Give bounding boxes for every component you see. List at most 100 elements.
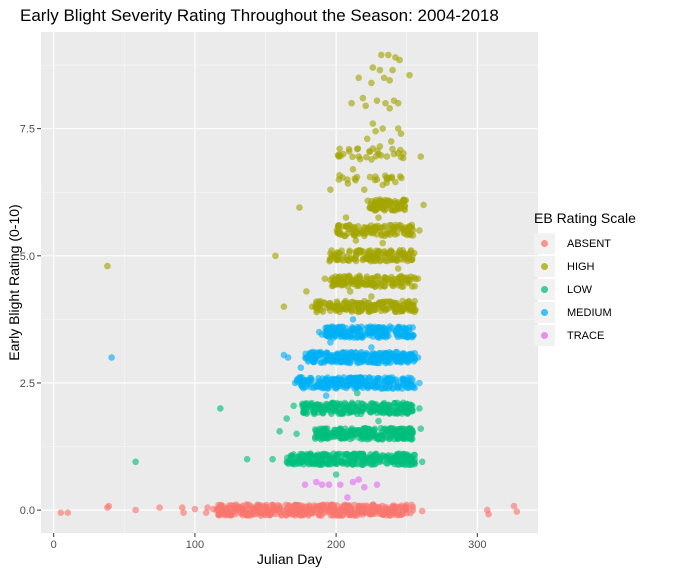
data-point	[368, 79, 375, 87]
data-point	[416, 405, 423, 412]
data-point	[382, 328, 390, 335]
data-point	[304, 455, 311, 463]
data-point	[510, 502, 518, 510]
data-point	[400, 205, 408, 212]
data-point	[391, 301, 399, 308]
data-point	[375, 150, 382, 158]
data-point	[324, 329, 331, 336]
data-point	[290, 402, 298, 410]
data-point	[388, 452, 395, 460]
data-point	[344, 494, 351, 501]
legend-label: ABSENT	[567, 237, 612, 250]
data-point	[305, 460, 313, 468]
data-point	[375, 381, 382, 388]
data-point	[312, 298, 320, 306]
data-point	[414, 354, 422, 361]
data-point	[384, 230, 392, 238]
data-point	[331, 381, 338, 388]
data-point	[416, 379, 423, 387]
data-point	[363, 153, 370, 161]
data-point	[346, 249, 353, 256]
data-point	[344, 460, 352, 467]
data-point	[402, 426, 409, 434]
data-point	[364, 505, 372, 512]
data-point	[416, 227, 423, 234]
data-point	[202, 509, 210, 516]
data-point	[366, 204, 373, 212]
data-point	[407, 303, 415, 310]
data-point	[368, 510, 376, 518]
data-point	[367, 228, 374, 235]
data-point	[385, 51, 392, 59]
data-point	[367, 400, 375, 408]
data-point	[345, 509, 353, 517]
data-point	[366, 375, 373, 382]
data-point	[366, 427, 374, 435]
data-point	[373, 450, 380, 458]
data-point	[277, 511, 285, 518]
data-point	[411, 283, 419, 290]
data-point	[400, 403, 407, 411]
data-point	[379, 277, 387, 285]
data-point	[335, 353, 342, 360]
data-point	[394, 382, 402, 389]
data-point	[57, 509, 65, 516]
data-point	[335, 176, 343, 183]
data-point	[346, 288, 354, 295]
data-point	[297, 364, 305, 372]
data-point	[383, 176, 391, 183]
data-point	[341, 232, 349, 240]
data-point	[312, 353, 320, 361]
data-point	[398, 460, 406, 467]
y-tick-label: 0.0	[20, 505, 35, 517]
data-point	[309, 510, 316, 517]
data-point	[290, 503, 298, 511]
data-point	[329, 354, 337, 362]
y-tick-label: 7.5	[20, 124, 35, 136]
data-point	[296, 204, 303, 211]
data-point	[352, 177, 359, 184]
data-point	[332, 426, 339, 434]
chart-title: Early Blight Severity Rating Throughout …	[20, 6, 499, 25]
data-point	[372, 456, 380, 464]
data-point	[410, 451, 418, 459]
data-point	[272, 252, 279, 260]
data-point	[396, 56, 403, 64]
data-point	[377, 283, 384, 290]
x-tick-label: 0	[51, 539, 57, 551]
data-point	[303, 288, 310, 295]
data-point	[397, 272, 405, 280]
data-point	[375, 214, 382, 221]
data-point	[347, 380, 354, 387]
y-tick-label: 2.5	[20, 378, 35, 390]
data-point	[359, 94, 367, 102]
data-point	[383, 153, 391, 160]
data-point	[375, 417, 382, 425]
data-point	[365, 383, 373, 391]
data-point	[381, 384, 389, 392]
data-point	[346, 334, 354, 341]
data-point	[387, 138, 395, 145]
data-point	[390, 503, 397, 511]
data-point	[373, 97, 381, 104]
data-point	[393, 356, 401, 363]
data-point	[287, 452, 295, 460]
legend-key	[534, 302, 555, 323]
legend-label: LOW	[567, 283, 593, 296]
data-point	[313, 433, 321, 440]
data-point	[388, 273, 395, 281]
data-point	[388, 173, 396, 181]
data-point	[409, 332, 417, 339]
legend: EB Rating Scale ABSENT HIGH LOW MEDIUM TRACE	[534, 210, 636, 347]
data-point	[280, 303, 288, 311]
data-point	[286, 458, 294, 465]
data-point	[334, 255, 342, 262]
data-point	[397, 130, 405, 137]
data-point	[400, 196, 408, 203]
data-point	[328, 252, 336, 260]
data-point	[355, 399, 362, 407]
data-point	[108, 354, 115, 361]
data-point	[283, 415, 291, 422]
data-point	[300, 510, 307, 518]
legend-key	[534, 279, 555, 300]
